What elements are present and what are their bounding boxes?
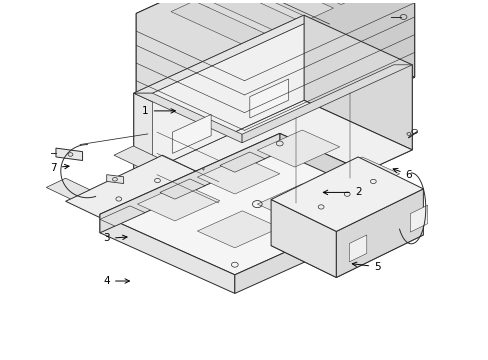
Polygon shape bbox=[220, 152, 264, 172]
Text: 2: 2 bbox=[323, 188, 361, 197]
Polygon shape bbox=[264, 0, 364, 5]
Polygon shape bbox=[136, 0, 306, 105]
Polygon shape bbox=[160, 179, 204, 199]
Polygon shape bbox=[242, 65, 411, 228]
Polygon shape bbox=[317, 157, 399, 194]
Polygon shape bbox=[306, 0, 414, 77]
Polygon shape bbox=[136, 13, 244, 155]
Polygon shape bbox=[232, 0, 333, 19]
Text: 5: 5 bbox=[351, 262, 380, 272]
Polygon shape bbox=[197, 211, 279, 248]
Polygon shape bbox=[134, 93, 242, 143]
Polygon shape bbox=[270, 157, 423, 231]
Polygon shape bbox=[270, 189, 423, 264]
Polygon shape bbox=[349, 235, 366, 262]
Polygon shape bbox=[270, 175, 423, 250]
Polygon shape bbox=[114, 146, 157, 167]
Polygon shape bbox=[134, 15, 304, 178]
Polygon shape bbox=[106, 175, 123, 184]
Polygon shape bbox=[409, 205, 427, 232]
Circle shape bbox=[202, 7, 209, 13]
Text: 1: 1 bbox=[142, 106, 175, 116]
Polygon shape bbox=[202, 0, 302, 33]
Polygon shape bbox=[249, 79, 288, 118]
Polygon shape bbox=[65, 155, 210, 224]
Polygon shape bbox=[244, 0, 414, 155]
Polygon shape bbox=[257, 130, 339, 167]
Polygon shape bbox=[171, 1, 271, 47]
Polygon shape bbox=[134, 15, 304, 93]
Polygon shape bbox=[100, 134, 279, 233]
Circle shape bbox=[309, 0, 317, 6]
Text: ᵩ: ᵩ bbox=[202, 165, 204, 171]
Polygon shape bbox=[336, 189, 423, 278]
Polygon shape bbox=[100, 206, 144, 226]
Polygon shape bbox=[134, 100, 411, 228]
Polygon shape bbox=[56, 148, 82, 161]
Polygon shape bbox=[100, 214, 234, 293]
Polygon shape bbox=[172, 114, 211, 153]
Polygon shape bbox=[279, 134, 414, 213]
Polygon shape bbox=[100, 134, 414, 275]
Text: 6: 6 bbox=[392, 168, 411, 180]
Polygon shape bbox=[46, 178, 90, 199]
Polygon shape bbox=[270, 162, 423, 236]
Polygon shape bbox=[270, 203, 423, 278]
Text: 4: 4 bbox=[103, 276, 129, 286]
Polygon shape bbox=[136, 0, 414, 63]
Circle shape bbox=[248, 28, 256, 34]
Polygon shape bbox=[197, 157, 279, 194]
Polygon shape bbox=[152, 24, 304, 170]
Polygon shape bbox=[134, 93, 242, 228]
Polygon shape bbox=[242, 65, 411, 143]
Polygon shape bbox=[257, 184, 339, 221]
Polygon shape bbox=[137, 184, 220, 221]
Polygon shape bbox=[270, 199, 336, 278]
Polygon shape bbox=[234, 194, 414, 293]
Text: 3: 3 bbox=[103, 234, 127, 243]
Text: 7: 7 bbox=[50, 163, 69, 172]
Polygon shape bbox=[304, 15, 411, 150]
Polygon shape bbox=[136, 28, 414, 155]
